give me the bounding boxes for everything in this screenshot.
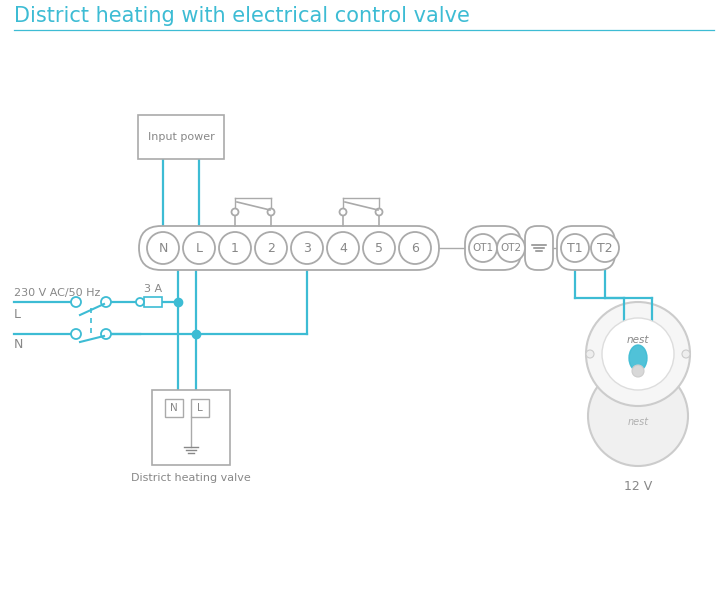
Circle shape <box>255 232 287 264</box>
Circle shape <box>136 298 144 306</box>
Circle shape <box>363 232 395 264</box>
Circle shape <box>399 232 431 264</box>
FancyBboxPatch shape <box>139 226 439 270</box>
Text: District heating valve: District heating valve <box>131 473 251 483</box>
Text: L: L <box>14 308 21 321</box>
Text: 3: 3 <box>303 242 311 254</box>
Text: T1: T1 <box>567 242 583 254</box>
Text: nest: nest <box>627 335 649 345</box>
FancyBboxPatch shape <box>557 226 615 270</box>
Text: District heating with electrical control valve: District heating with electrical control… <box>14 6 470 26</box>
Text: 3 A: 3 A <box>144 284 162 294</box>
Circle shape <box>591 234 619 262</box>
Circle shape <box>376 208 382 216</box>
Circle shape <box>291 232 323 264</box>
FancyBboxPatch shape <box>165 399 183 417</box>
Text: 5: 5 <box>375 242 383 254</box>
Circle shape <box>232 208 239 216</box>
Text: L: L <box>196 242 202 254</box>
Circle shape <box>632 365 644 377</box>
Text: 6: 6 <box>411 242 419 254</box>
FancyBboxPatch shape <box>191 399 209 417</box>
Text: 4: 4 <box>339 242 347 254</box>
Circle shape <box>267 208 274 216</box>
Text: 12 V: 12 V <box>624 480 652 493</box>
FancyBboxPatch shape <box>152 390 230 465</box>
Text: OT2: OT2 <box>500 243 521 253</box>
Circle shape <box>101 329 111 339</box>
FancyBboxPatch shape <box>144 297 162 307</box>
Circle shape <box>339 208 347 216</box>
Text: Input power: Input power <box>148 132 214 142</box>
Circle shape <box>101 297 111 307</box>
Text: OT1: OT1 <box>472 243 494 253</box>
Ellipse shape <box>629 345 647 371</box>
Circle shape <box>147 232 179 264</box>
Text: T2: T2 <box>597 242 613 254</box>
Circle shape <box>588 366 688 466</box>
Circle shape <box>497 234 525 262</box>
Text: 230 V AC/50 Hz: 230 V AC/50 Hz <box>14 288 100 298</box>
FancyBboxPatch shape <box>465 226 521 270</box>
FancyBboxPatch shape <box>138 115 224 159</box>
Circle shape <box>219 232 251 264</box>
Text: N: N <box>158 242 167 254</box>
Text: 1: 1 <box>231 242 239 254</box>
Circle shape <box>327 232 359 264</box>
Circle shape <box>183 232 215 264</box>
FancyBboxPatch shape <box>525 226 553 270</box>
Text: L: L <box>197 403 203 413</box>
Circle shape <box>586 350 594 358</box>
Circle shape <box>469 234 497 262</box>
Circle shape <box>586 302 690 406</box>
Text: N: N <box>170 403 178 413</box>
Circle shape <box>71 329 81 339</box>
Circle shape <box>71 297 81 307</box>
Text: N: N <box>14 338 23 351</box>
Circle shape <box>561 234 589 262</box>
Circle shape <box>602 318 674 390</box>
Circle shape <box>682 350 690 358</box>
Text: nest: nest <box>628 417 649 427</box>
Text: 2: 2 <box>267 242 275 254</box>
